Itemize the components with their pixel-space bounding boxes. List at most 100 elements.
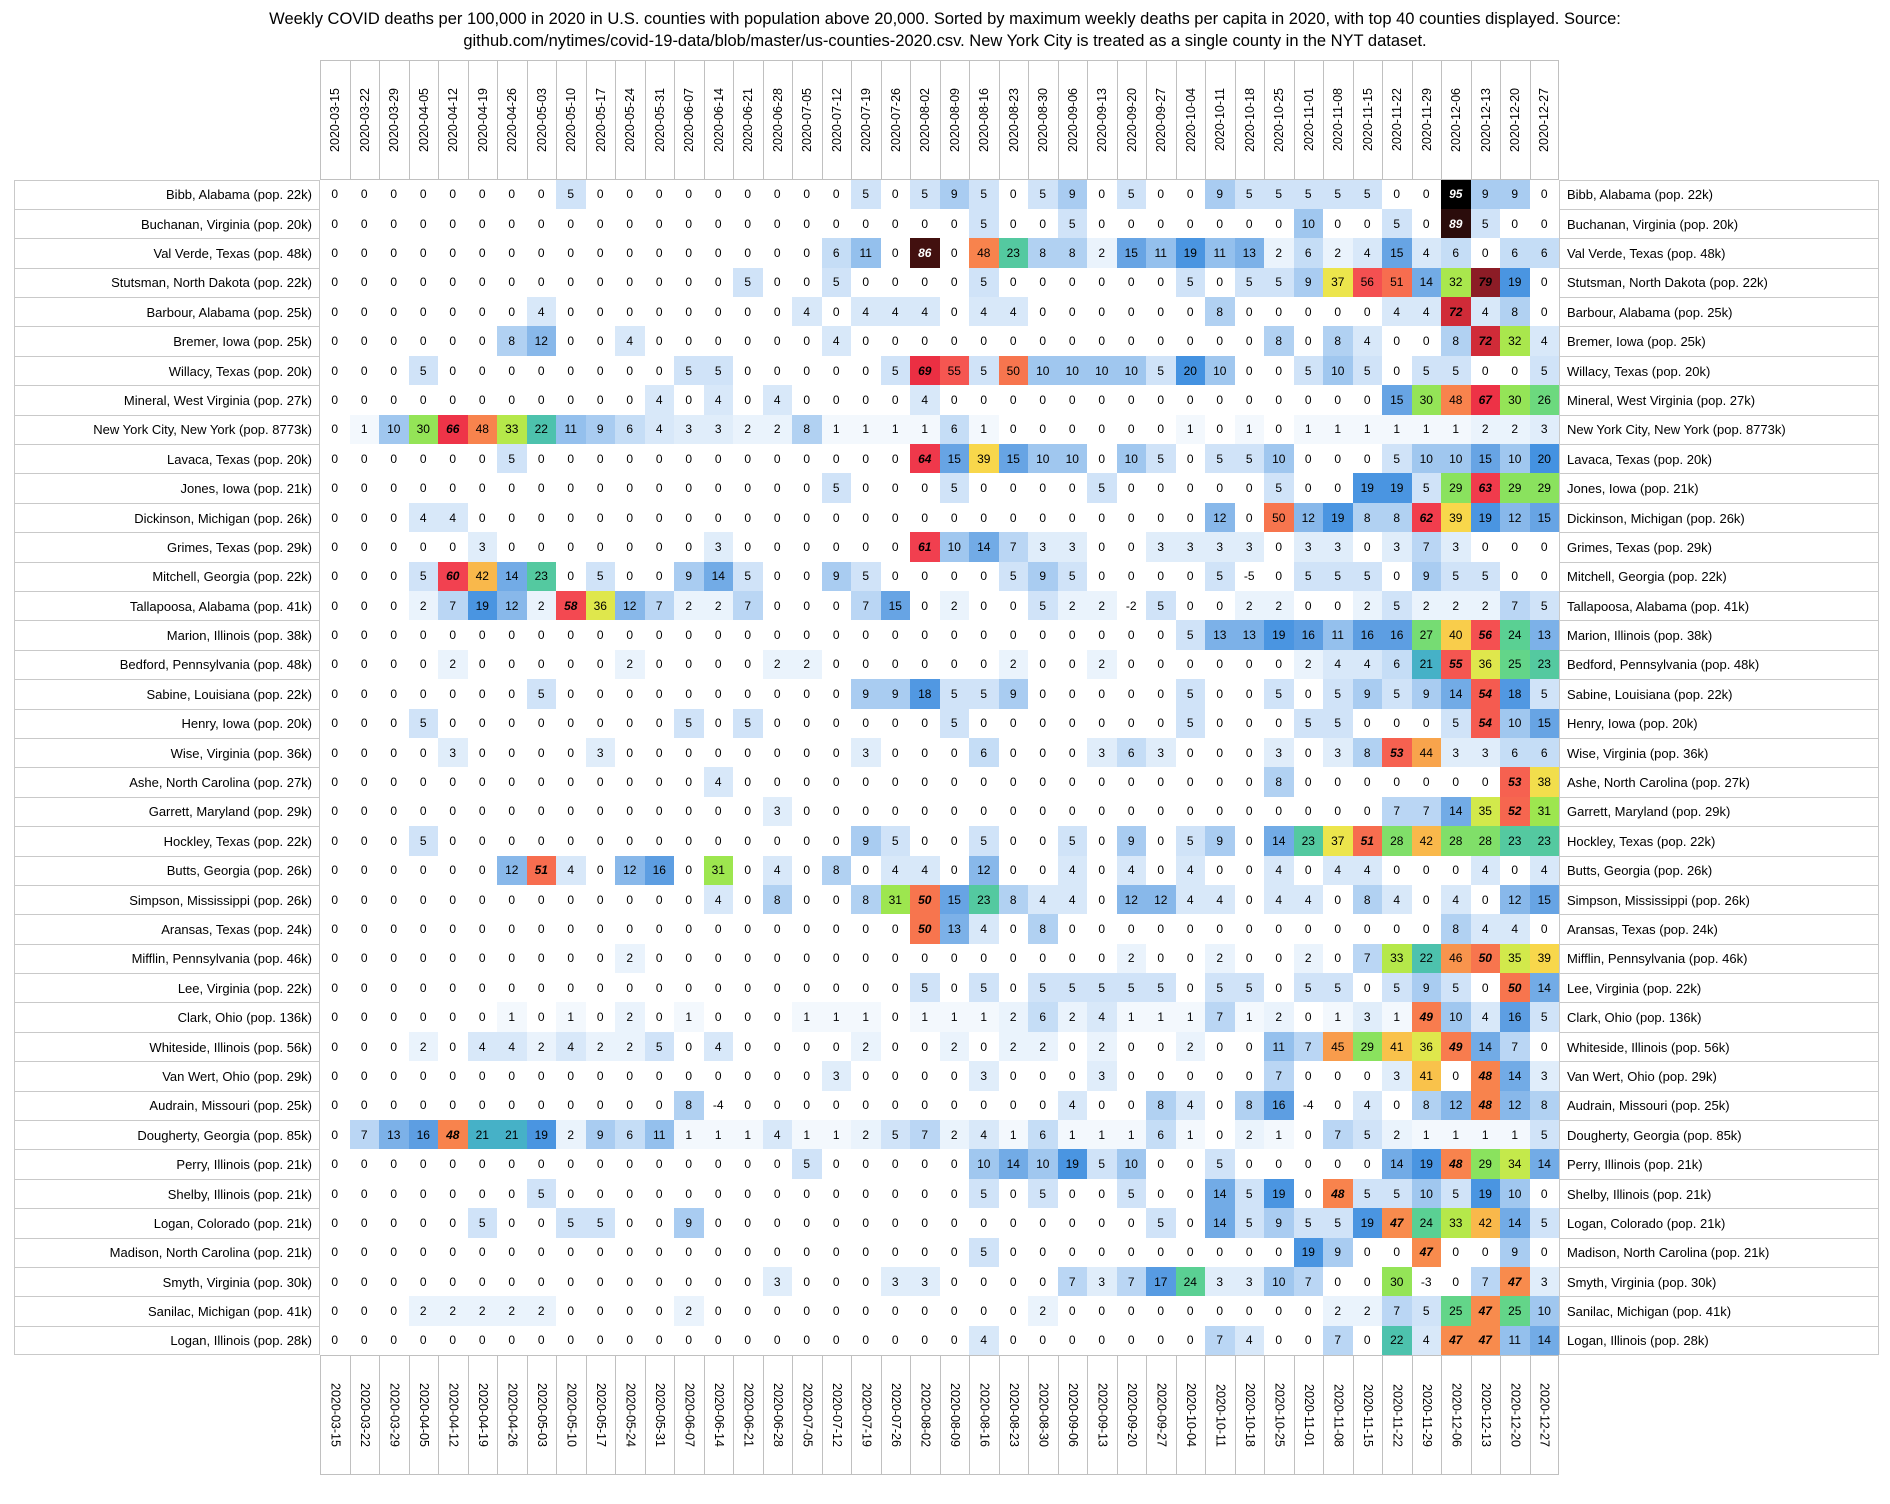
heat-cell: 2 [1087, 591, 1117, 621]
heat-cell: 8 [762, 884, 792, 915]
heat-cell: 4 [644, 385, 674, 415]
heat-cell: 0 [1057, 708, 1087, 738]
heat-cell: 3 [880, 1266, 910, 1297]
heat-cell: 0 [1116, 502, 1146, 533]
heat-cell: 0 [1116, 1208, 1146, 1238]
heat-cell: 0 [910, 208, 940, 239]
heat-cell: 0 [998, 1178, 1028, 1209]
heat-cell: 0 [349, 326, 379, 356]
heat-cell: 0 [880, 973, 910, 1003]
row-label-left: Bedford, Pennsylvania (pop. 48k) [14, 649, 320, 680]
heat-cell: 5 [1028, 591, 1058, 621]
heat-cell: 56 [1470, 620, 1500, 650]
date-label-text: 2020-10-04 [1183, 1383, 1198, 1448]
heat-cell: 38 [1529, 767, 1559, 797]
heat-cell: 0 [438, 855, 468, 885]
heat-cell: 32 [1500, 326, 1530, 356]
date-label-text: 2020-09-20 [1124, 1383, 1139, 1448]
heat-cell: 0 [349, 267, 379, 298]
heat-cell: 1 [792, 1002, 822, 1032]
heat-cell: 0 [497, 1325, 527, 1356]
date-label-top: 2020-06-21 [733, 59, 763, 180]
heat-cell: 14 [1529, 1149, 1559, 1179]
heat-cell: 60 [438, 561, 468, 591]
heat-cell: 0 [998, 179, 1028, 209]
heat-cell: 0 [1146, 561, 1176, 591]
date-label-text: 2020-10-11 [1213, 88, 1228, 152]
heat-cell: 0 [1087, 620, 1117, 650]
heat-cell: 0 [762, 326, 792, 356]
heat-cell: 19 [1323, 502, 1353, 533]
heat-cell: 6 [1116, 737, 1146, 768]
heat-cell: 50 [1264, 502, 1294, 533]
heat-cell: 0 [585, 620, 615, 650]
heat-cell: 0 [644, 297, 674, 327]
heat-cell: 0 [910, 473, 940, 503]
heat-cell: 2 [615, 649, 645, 680]
heat-cell: 55 [1441, 649, 1471, 680]
heat-cell: 0 [644, 473, 674, 503]
heat-cell: 5 [1293, 1208, 1323, 1238]
date-label-bottom: 2020-05-17 [585, 1355, 615, 1476]
heat-cell: 1 [1441, 1120, 1471, 1150]
heat-cell: 0 [467, 238, 497, 268]
heat-cell: 0 [939, 1178, 969, 1209]
heat-cell: 0 [379, 473, 409, 503]
heat-cell: 2 [1087, 238, 1117, 268]
heat-cell: 4 [1352, 1090, 1382, 1121]
heat-cell: 0 [320, 355, 350, 386]
heat-cell: 5 [1529, 679, 1559, 709]
heat-cell: 1 [1234, 414, 1264, 445]
heat-cell: 0 [1057, 679, 1087, 709]
heat-cell: 5 [1382, 1178, 1412, 1209]
heat-cell: 0 [969, 591, 999, 621]
heat-cell: 0 [821, 1208, 851, 1238]
heat-cell: 23 [1529, 649, 1559, 680]
heat-cell: 0 [379, 561, 409, 591]
heat-cell: 0 [526, 973, 556, 1003]
heat-cell: 5 [1441, 973, 1471, 1003]
date-label-text: 2020-11-08 [1331, 88, 1346, 152]
heat-cell: 0 [703, 502, 733, 533]
heat-cell: 0 [880, 267, 910, 298]
heat-cell: 4 [1500, 914, 1530, 944]
heat-cell: 1 [1116, 1120, 1146, 1150]
heat-cell: 0 [1382, 326, 1412, 356]
heat-cell: 15 [1382, 238, 1412, 268]
heat-cell: 14 [1500, 1061, 1530, 1091]
heat-cell: 0 [1087, 1178, 1117, 1209]
heat-cell: 0 [349, 1002, 379, 1032]
heat-cell: 0 [674, 1325, 704, 1356]
date-label-top: 2020-09-20 [1116, 59, 1146, 180]
heat-cell: 4 [851, 297, 881, 327]
heat-cell: 1 [497, 1002, 527, 1032]
heat-cell: 1 [1175, 1002, 1205, 1032]
heat-cell: 5 [1293, 973, 1323, 1003]
date-label-text: 2020-07-19 [859, 1383, 874, 1448]
heat-cell: 18 [910, 679, 940, 709]
heat-cell: 0 [733, 1149, 763, 1179]
heat-cell: 0 [615, 297, 645, 327]
date-label-text: 2020-08-16 [977, 87, 992, 152]
heat-cell: 0 [762, 826, 792, 856]
date-label-text: 2020-05-17 [593, 87, 608, 152]
heat-cell: 0 [1234, 649, 1264, 680]
date-label-bottom: 2020-09-13 [1087, 1355, 1117, 1476]
heat-cell: 0 [1264, 943, 1294, 974]
row-label-left: Henry, Iowa (pop. 20k) [14, 708, 320, 738]
heat-cell: 1 [851, 1002, 881, 1032]
heat-cell: 4 [467, 1031, 497, 1062]
heat-cell: 0 [821, 532, 851, 562]
heat-cell: 0 [939, 1237, 969, 1267]
date-label-text: 2020-12-27 [1537, 87, 1552, 152]
heat-cell: 0 [526, 943, 556, 974]
heat-cell: 0 [1116, 1061, 1146, 1091]
heat-cell: 0 [762, 679, 792, 709]
heat-cell: 0 [556, 444, 586, 474]
heat-cell: 1 [1175, 1120, 1205, 1150]
heat-cell: 5 [969, 1178, 999, 1209]
heat-cell: 0 [703, 737, 733, 768]
heat-cell: 4 [1264, 855, 1294, 885]
heat-cell: 0 [1382, 708, 1412, 738]
heat-cell: 0 [792, 238, 822, 268]
